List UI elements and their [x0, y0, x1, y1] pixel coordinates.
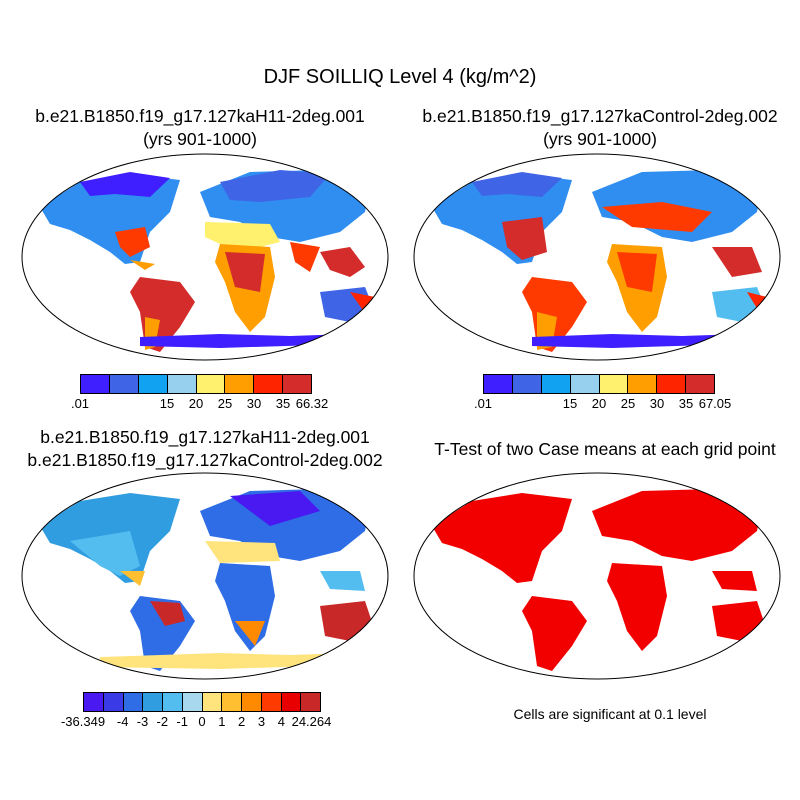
- colorbar-h11-label: 20: [188, 396, 204, 411]
- colorbar-h11-label: .01: [70, 396, 90, 411]
- panel-2-title: b.e21.B1850.f19_g17.127kaControl-2deg.00…: [400, 105, 800, 151]
- colorbar-difference-label: 24.264: [291, 714, 332, 729]
- colorbar-h11-swatch: [138, 375, 168, 393]
- colorbar-difference: [83, 692, 321, 712]
- colorbar-difference-swatch: [222, 693, 242, 711]
- colorbar-h11-swatch: [254, 375, 284, 393]
- colorbar-difference-swatch: [123, 693, 144, 711]
- colorbar-control-label: 15: [562, 396, 578, 411]
- map-difference-frame: [21, 472, 389, 680]
- colorbar-control-label: 67.05: [698, 396, 732, 411]
- colorbar-h11-label: 25: [217, 396, 233, 411]
- map-h11-frame: [21, 153, 389, 361]
- colorbar-h11-label: 66.32: [295, 396, 329, 411]
- colorbar-control-label: 30: [649, 396, 665, 411]
- colorbar-control-label: 35: [678, 396, 694, 411]
- colorbar-difference-swatch: [163, 693, 183, 711]
- colorbar-control-label: 20: [591, 396, 607, 411]
- colorbar-h11-swatch: [283, 375, 311, 393]
- colorbar-difference-swatch: [301, 693, 320, 711]
- colorbar-difference-swatch: [143, 693, 163, 711]
- colorbar-difference-swatch: [202, 693, 223, 711]
- colorbar-difference-label: -2: [156, 714, 169, 729]
- colorbar-control-label: .01: [473, 396, 493, 411]
- panel-1-title-line1: b.e21.B1850.f19_g17.127kaH11-2deg.001: [35, 106, 365, 126]
- colorbar-h11-label: 15: [159, 396, 175, 411]
- colorbar-h11-label: 35: [275, 396, 291, 411]
- colorbar-h11-swatch: [225, 375, 255, 393]
- colorbar-difference-swatch: [182, 693, 203, 711]
- map-panel-control: [413, 153, 781, 361]
- colorbar-control-swatch: [570, 375, 600, 393]
- panel-2-title-line1: b.e21.B1850.f19_g17.127kaControl-2deg.00…: [422, 106, 778, 126]
- colorbar-control-swatch: [541, 375, 571, 393]
- colorbar-h11-swatch: [196, 375, 226, 393]
- colorbar-difference-label: -4: [116, 714, 129, 729]
- colorbar-difference-swatch: [84, 693, 104, 711]
- colorbar-difference-label: -3: [136, 714, 149, 729]
- map-panel-h11: [21, 153, 389, 361]
- colorbar-h11-swatch: [109, 375, 139, 393]
- map-ttest-frame: [413, 472, 781, 680]
- map-h11-land: [40, 170, 375, 352]
- colorbar-difference-label: 4: [277, 714, 285, 729]
- map-panel-ttest: [413, 472, 781, 680]
- panel-3-title-line1: b.e21.B1850.f19_g17.127kaH11-2deg.001: [40, 427, 370, 447]
- map-panel-difference: [21, 472, 389, 680]
- colorbar-difference-label: 3: [257, 714, 266, 729]
- colorbar-difference-label: 0: [198, 714, 206, 729]
- colorbar-control-label: 25: [620, 396, 636, 411]
- colorbar-control-swatch: [512, 375, 542, 393]
- colorbar-h11-label: 30: [246, 396, 262, 411]
- panel-3-title: b.e21.B1850.f19_g17.127kaH11-2deg.001 b.…: [0, 426, 410, 472]
- colorbar-control-swatch: [657, 375, 687, 393]
- colorbar-control-swatch: [484, 375, 513, 393]
- colorbar-control: [483, 374, 715, 394]
- colorbar-h11-labels: .01 15 20 25 30 35 66.32: [71, 396, 328, 412]
- colorbar-difference-label: -1: [176, 714, 188, 729]
- colorbar-difference-swatch: [261, 693, 282, 711]
- colorbar-difference-swatch: [103, 693, 124, 711]
- colorbar-difference-label: 2: [238, 714, 246, 729]
- colorbar-difference-label: 1: [218, 714, 226, 729]
- figure-title: DJF SOILLIQ Level 4 (kg/m^2): [263, 66, 537, 88]
- panel-2-title-line2: (yrs 901-1000): [543, 129, 657, 149]
- colorbar-h11-swatch: [81, 375, 110, 393]
- colorbar-difference-swatch: [242, 693, 262, 711]
- colorbar-control-swatch: [599, 375, 629, 393]
- map-control-frame: [413, 153, 781, 361]
- panel-1-title: b.e21.B1850.f19_g17.127kaH11-2deg.001 (y…: [0, 105, 400, 151]
- significance-note: Cells are significant at 0.1 level: [513, 706, 707, 722]
- colorbar-control-swatch: [628, 375, 658, 393]
- colorbar-control-swatch: [686, 375, 714, 393]
- panel-3-title-line2: b.e21.B1850.f19_g17.127kaControl-2deg.00…: [27, 450, 383, 470]
- map-ttest-land: [432, 489, 767, 671]
- panel-1-title-line2: (yrs 901-1000): [143, 129, 257, 149]
- map-control-land: [432, 170, 767, 352]
- colorbar-difference-label: -36.349: [60, 714, 106, 729]
- colorbar-h11: [80, 374, 312, 394]
- colorbar-difference-labels: -36.349 -4 -3 -2 -1 0 1 2 3 4 24.264: [61, 714, 331, 730]
- colorbar-difference-swatch: [281, 693, 302, 711]
- panel-4-title: T-Test of two Case means at each grid po…: [434, 439, 776, 459]
- map-difference-land: [40, 489, 375, 671]
- colorbar-h11-swatch: [167, 375, 197, 393]
- colorbar-control-labels: .01 15 20 25 30 35 67.05: [474, 396, 731, 412]
